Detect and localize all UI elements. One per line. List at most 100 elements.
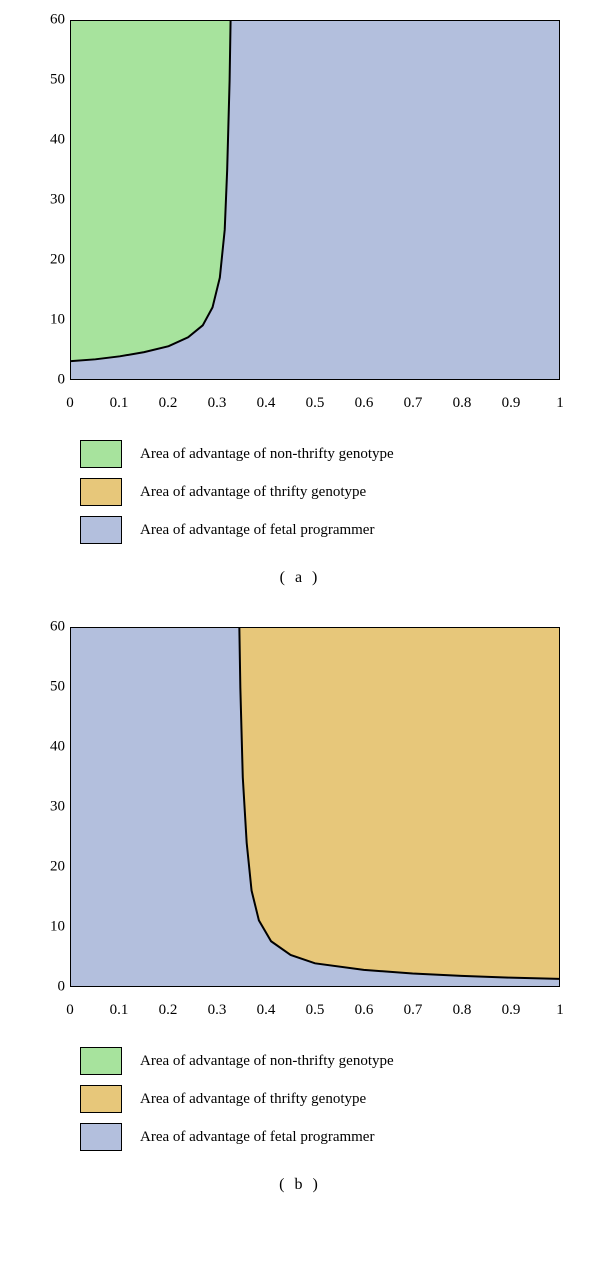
x-tick bbox=[266, 379, 268, 380]
x-tick bbox=[217, 379, 219, 380]
x-tick bbox=[511, 379, 513, 380]
x-tick bbox=[119, 379, 121, 380]
y-tick bbox=[70, 260, 71, 262]
legend-item: Area of advantage of non-thrifty genotyp… bbox=[80, 440, 580, 468]
y-tick-label: 20 bbox=[30, 859, 65, 876]
legend-label: Area of advantage of fetal programmer bbox=[140, 1129, 374, 1146]
x-tick bbox=[462, 379, 464, 380]
legend-swatch-non_thrifty bbox=[80, 1047, 122, 1075]
x-tick bbox=[364, 986, 366, 987]
legend-item: Area of advantage of fetal programmer bbox=[80, 1123, 580, 1151]
x-tick bbox=[413, 379, 415, 380]
y-tick-label: 60 bbox=[30, 619, 65, 636]
chart-a-area bbox=[70, 20, 560, 380]
panel-a-caption: ( a ) bbox=[20, 569, 580, 587]
x-tick bbox=[217, 986, 219, 987]
legend-label: Area of advantage of non-thrifty genotyp… bbox=[140, 446, 394, 463]
legend-b: Area of advantage of non-thrifty genotyp… bbox=[80, 1047, 580, 1151]
x-tick-label: 0.4 bbox=[257, 1002, 276, 1019]
x-tick bbox=[511, 986, 513, 987]
x-tick-label: 0.6 bbox=[355, 1002, 374, 1019]
x-tick bbox=[266, 986, 268, 987]
x-tick-label: 0.6 bbox=[355, 395, 374, 412]
y-tick-label: 60 bbox=[30, 12, 65, 29]
y-tick-label: 0 bbox=[30, 372, 65, 389]
y-tick-label: 50 bbox=[30, 72, 65, 89]
x-tick-label: 0.5 bbox=[306, 395, 325, 412]
x-tick bbox=[364, 379, 366, 380]
y-tick bbox=[70, 747, 71, 749]
x-tick-label: 0.2 bbox=[159, 395, 178, 412]
y-tick-label: 40 bbox=[30, 132, 65, 149]
legend-swatch-thrifty bbox=[80, 478, 122, 506]
x-tick-label: 1 bbox=[556, 1002, 564, 1019]
legend-item: Area of advantage of thrifty genotype bbox=[80, 1085, 580, 1113]
x-axis-labels-b: 00.10.20.30.40.50.60.70.80.91 bbox=[70, 997, 560, 1022]
x-tick bbox=[168, 986, 170, 987]
y-tick bbox=[70, 200, 71, 202]
x-tick bbox=[462, 986, 464, 987]
x-tick-label: 0.9 bbox=[502, 395, 521, 412]
x-tick-label: 0.9 bbox=[502, 1002, 521, 1019]
legend-swatch-non_thrifty bbox=[80, 440, 122, 468]
y-tick-label: 50 bbox=[30, 679, 65, 696]
chart-b-area bbox=[70, 627, 560, 987]
x-tick bbox=[70, 379, 72, 380]
region-fetal bbox=[71, 21, 559, 379]
y-tick-label: 30 bbox=[30, 192, 65, 209]
legend-item: Area of advantage of thrifty genotype bbox=[80, 478, 580, 506]
y-tick bbox=[70, 687, 71, 689]
x-tick-label: 0.1 bbox=[110, 1002, 129, 1019]
x-tick bbox=[413, 986, 415, 987]
legend-item: Area of advantage of fetal programmer bbox=[80, 516, 580, 544]
legend-label: Area of advantage of thrifty genotype bbox=[140, 484, 366, 501]
y-tick-label: 20 bbox=[30, 252, 65, 269]
panel-b-caption: ( b ) bbox=[20, 1176, 580, 1194]
legend-swatch-fetal bbox=[80, 516, 122, 544]
y-tick bbox=[70, 80, 71, 82]
x-tick bbox=[315, 379, 317, 380]
x-tick-label: 0.8 bbox=[453, 395, 472, 412]
y-tick bbox=[70, 927, 71, 929]
legend-swatch-thrifty bbox=[80, 1085, 122, 1113]
x-tick-label: 0.7 bbox=[404, 1002, 423, 1019]
panel-a: 0102030405060 0 0.1 0.2 0.3 0.4 0.5 0.6 0.7 0.8 0… bbox=[20, 20, 580, 587]
y-tick-label: 0 bbox=[30, 979, 65, 996]
y-tick bbox=[70, 867, 71, 869]
x-tick-label: 0.2 bbox=[159, 1002, 178, 1019]
y-tick-label: 40 bbox=[30, 739, 65, 756]
x-tick-label: 0.3 bbox=[208, 395, 227, 412]
x-tick-label: 0.4 bbox=[257, 395, 276, 412]
legend-swatch-fetal bbox=[80, 1123, 122, 1151]
panel-b: 0102030405060 0 0.1 0.2 0.3 0.4 0.5 0.6 0.7 0.8 0… bbox=[20, 627, 580, 1194]
y-tick bbox=[70, 807, 71, 809]
y-tick bbox=[70, 20, 71, 22]
legend-label: Area of advantage of thrifty genotype bbox=[140, 1091, 366, 1108]
x-tick-label: 0 bbox=[66, 395, 74, 412]
x-tick-label: 0 bbox=[66, 1002, 74, 1019]
chart-a-container: 0102030405060 bbox=[70, 20, 580, 380]
legend-item: Area of advantage of non-thrifty genotyp… bbox=[80, 1047, 580, 1075]
y-axis-labels-b: 0102030405060 bbox=[30, 627, 65, 987]
y-tick bbox=[70, 627, 71, 629]
x-tick-label: 0.3 bbox=[208, 1002, 227, 1019]
chart-b-container: 0102030405060 bbox=[70, 627, 580, 987]
x-tick bbox=[315, 986, 317, 987]
y-tick bbox=[70, 320, 71, 322]
legend-a: Area of advantage of non-thrifty genotyp… bbox=[80, 440, 580, 544]
x-tick-label: 0.8 bbox=[453, 1002, 472, 1019]
y-tick bbox=[70, 140, 71, 142]
x-tick-label: 1 bbox=[556, 395, 564, 412]
x-tick bbox=[119, 986, 121, 987]
x-tick-label: 0.7 bbox=[404, 395, 423, 412]
x-tick bbox=[70, 986, 72, 987]
y-axis-labels-a: 0102030405060 bbox=[30, 20, 65, 380]
y-tick-label: 10 bbox=[30, 312, 65, 329]
region-fetal bbox=[71, 628, 559, 986]
y-tick-label: 30 bbox=[30, 799, 65, 816]
y-tick-label: 10 bbox=[30, 919, 65, 936]
x-tick-label: 0.1 bbox=[110, 395, 129, 412]
x-tick-label: 0.5 bbox=[306, 1002, 325, 1019]
legend-label: Area of advantage of fetal programmer bbox=[140, 522, 374, 539]
x-tick bbox=[168, 379, 170, 380]
